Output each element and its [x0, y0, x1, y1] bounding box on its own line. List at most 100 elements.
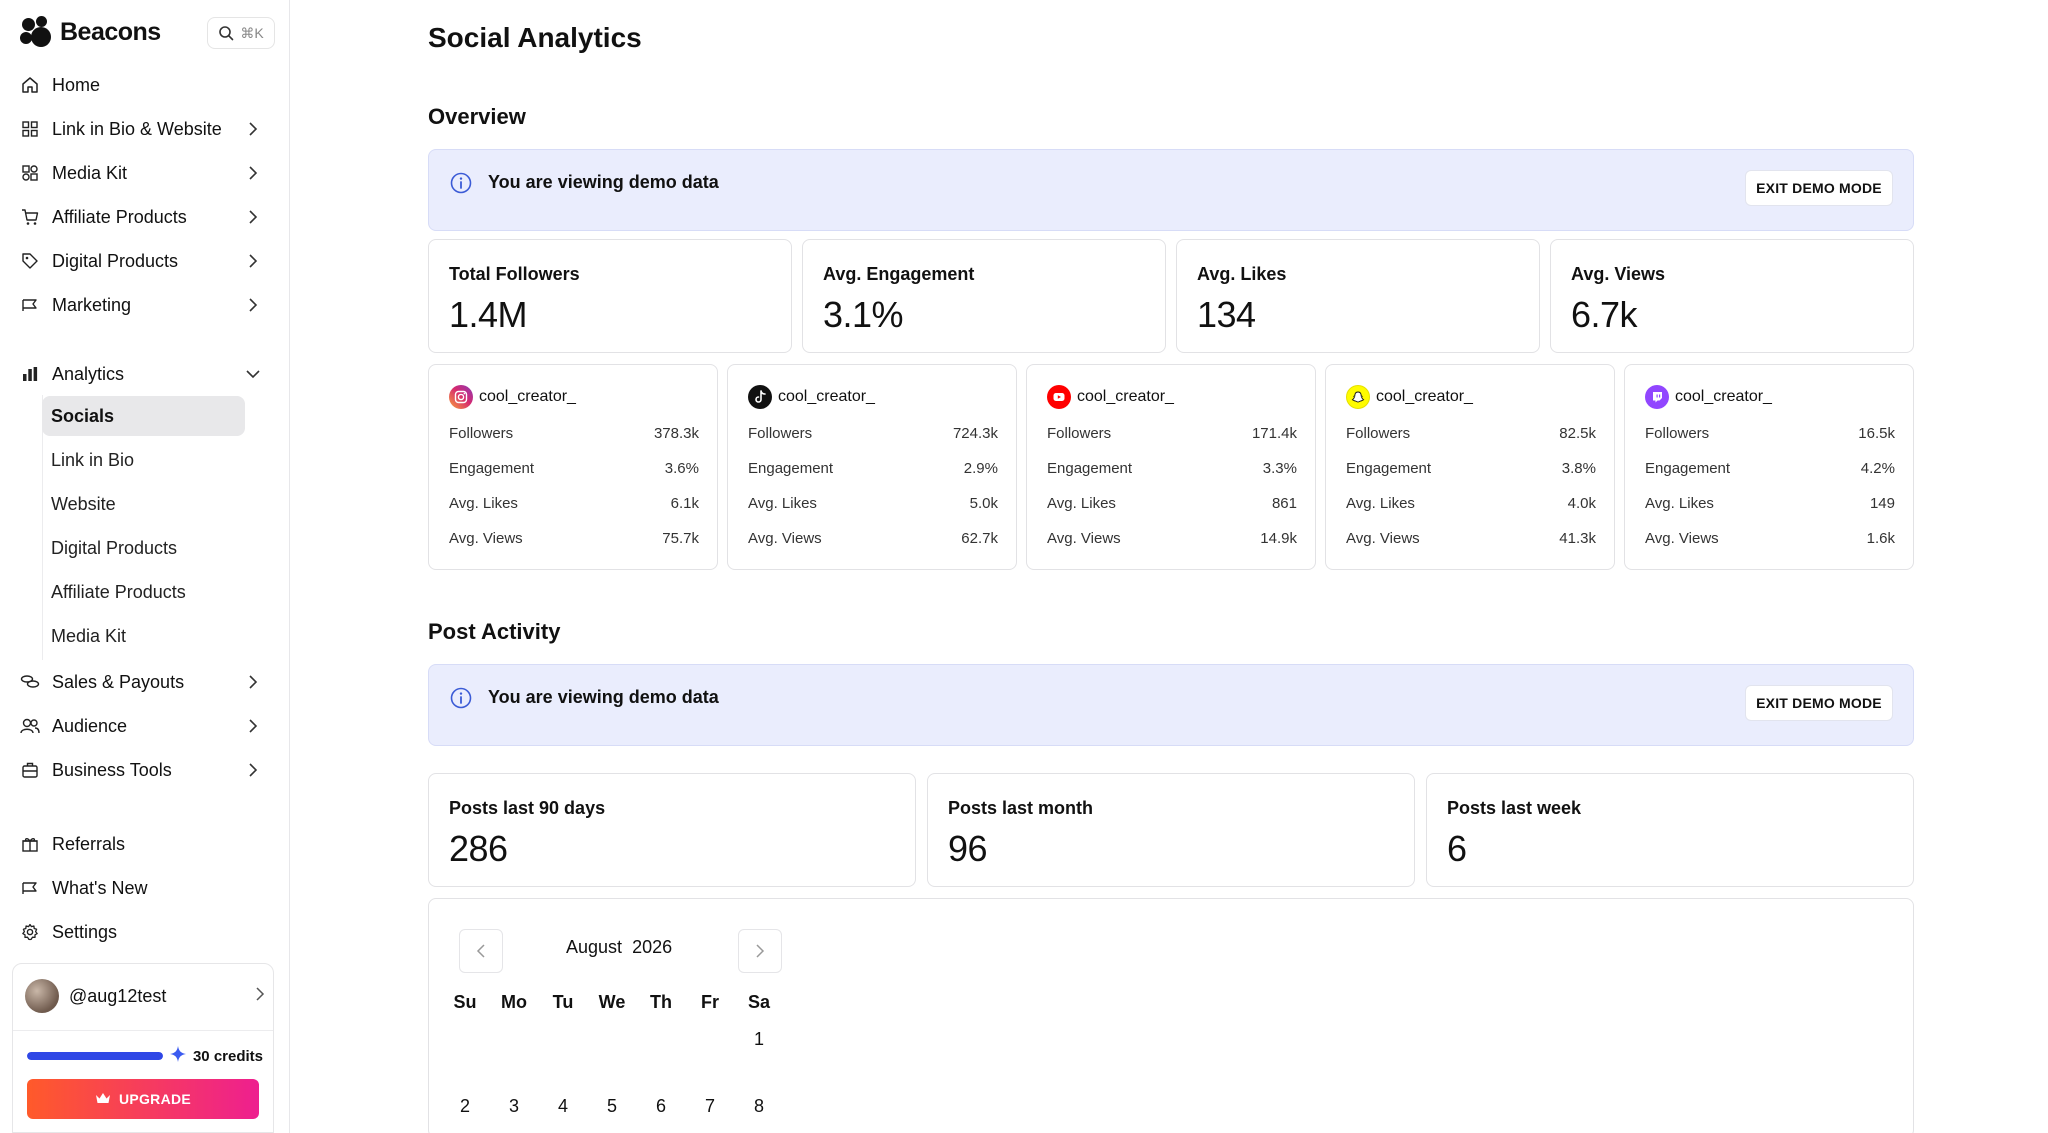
- nav-affiliate-products[interactable]: Affiliate Products: [20, 200, 270, 234]
- calendar-day[interactable]: 1: [753, 1029, 764, 1049]
- brand-name: Beacons: [60, 17, 161, 46]
- user-card: @aug12test 30 credits UPGRADE: [12, 963, 274, 1133]
- metric-value: 82.5k: [1559, 425, 1596, 442]
- info-icon: [450, 172, 472, 194]
- platform-header: cool_creator_: [449, 385, 576, 409]
- nav-business-tools[interactable]: Business Tools: [20, 753, 270, 787]
- credits-count: 30 credits: [192, 1047, 264, 1065]
- brand[interactable]: Beacons: [20, 14, 161, 50]
- beacons-logo-icon: [20, 16, 52, 48]
- platform-card-twitch[interactable]: cool_creator_ Followers 16.5k Engagement 4…: [1624, 364, 1914, 570]
- metric-row: Engagement 3.6%: [449, 460, 699, 477]
- calendar-day[interactable]: 7: [704, 1096, 715, 1116]
- sub-item-link-in-bio[interactable]: Link in Bio: [51, 449, 135, 470]
- gear-icon: [20, 922, 40, 942]
- metric-label: Engagement: [1047, 460, 1133, 477]
- metric-label: Engagement: [748, 460, 834, 477]
- metric-row: Engagement 3.3%: [1047, 460, 1297, 477]
- tiktok-icon: [748, 385, 772, 409]
- metric-label: Avg. Likes: [748, 495, 817, 512]
- metric-label: Avg. Views: [449, 530, 523, 547]
- stat-value: 134: [1197, 294, 1256, 335]
- calendar-day[interactable]: 6: [655, 1096, 666, 1116]
- metric-row: Avg. Likes 6.1k: [449, 495, 699, 512]
- sub-item-affiliate-products[interactable]: Affiliate Products: [51, 581, 186, 602]
- nav-media-kit[interactable]: Media Kit: [20, 156, 270, 190]
- metric-value: 861: [1271, 495, 1297, 512]
- metric-row: Avg. Views 1.6k: [1645, 530, 1895, 547]
- snapchat-icon: [1346, 385, 1370, 409]
- platform-handle: cool_creator_: [1376, 388, 1473, 405]
- metric-value: 6.1k: [670, 495, 699, 512]
- metric-label: Engagement: [1346, 460, 1432, 477]
- metric-label: Followers: [1645, 425, 1710, 442]
- stat-value: 3.1%: [823, 294, 904, 335]
- exit-demo-mode-button[interactable]: EXIT DEMO MODE: [1745, 685, 1893, 721]
- platform-card-youtube[interactable]: cool_creator_ Followers 171.4k Engagement…: [1026, 364, 1316, 570]
- sub-item-media-kit[interactable]: Media Kit: [51, 625, 127, 646]
- sub-item-socials[interactable]: Socials: [42, 396, 245, 436]
- metric-value: 3.3%: [1262, 460, 1297, 477]
- metric-row: Avg. Views 62.7k: [748, 530, 998, 547]
- calendar-day[interactable]: 5: [606, 1096, 617, 1116]
- nav-analytics[interactable]: Analytics: [20, 357, 270, 391]
- platform-card-instagram[interactable]: cool_creator_ Followers 378.3k Engagement…: [428, 364, 718, 570]
- sub-item-digital-products[interactable]: Digital Products: [51, 537, 178, 558]
- next-month-button[interactable]: [738, 929, 782, 973]
- weekday-label: Sa: [747, 992, 771, 1012]
- metric-row: Followers 16.5k: [1645, 425, 1895, 442]
- metric-value: 75.7k: [662, 530, 699, 547]
- credits-progress-fill: [27, 1052, 163, 1060]
- youtube-icon: [1047, 385, 1071, 409]
- nav-audience[interactable]: Audience: [20, 709, 270, 743]
- search-button[interactable]: ⌘K: [207, 17, 275, 49]
- calendar-day[interactable]: 8: [753, 1096, 764, 1116]
- metric-row: Avg. Likes 149: [1645, 495, 1895, 512]
- cart-icon: [20, 207, 40, 227]
- calendar-day[interactable]: 3: [508, 1096, 519, 1116]
- weekday-label: Tu: [552, 992, 574, 1012]
- media-kit-icon: [20, 163, 40, 183]
- coins-icon: [20, 672, 40, 692]
- sub-item-website[interactable]: Website: [51, 493, 116, 514]
- crown-icon: [95, 1091, 111, 1107]
- chevron-right-icon: [756, 944, 765, 958]
- twitch-icon: [1645, 385, 1669, 409]
- nav-marketing[interactable]: Marketing: [20, 288, 270, 322]
- platform-handle: cool_creator_: [1077, 388, 1174, 405]
- chevron-down-icon: [244, 365, 262, 383]
- metric-value: 62.7k: [961, 530, 998, 547]
- prev-month-button[interactable]: [459, 929, 503, 973]
- calendar-day[interactable]: 4: [557, 1096, 568, 1116]
- nav-home[interactable]: Home: [20, 68, 270, 102]
- calendar-day[interactable]: 2: [459, 1096, 470, 1116]
- chevron-right-icon: [244, 296, 262, 314]
- overview-heading: Overview: [428, 104, 526, 129]
- nav-sales-payouts[interactable]: Sales & Payouts: [20, 665, 270, 699]
- metric-value: 3.6%: [664, 460, 699, 477]
- stat-label: Total Followers: [449, 264, 580, 284]
- weekday-label: Fr: [701, 992, 719, 1012]
- metric-label: Followers: [449, 425, 514, 442]
- metric-value: 4.2%: [1860, 460, 1895, 477]
- home-icon: [20, 75, 40, 95]
- platform-header: cool_creator_: [748, 385, 875, 409]
- sparkle-icon: [169, 1045, 187, 1068]
- platform-header: cool_creator_: [1346, 385, 1473, 409]
- upgrade-button[interactable]: UPGRADE: [27, 1079, 259, 1119]
- nav-whats-new[interactable]: What's New: [20, 871, 270, 905]
- user-profile-button[interactable]: @aug12test: [25, 978, 265, 1014]
- info-icon: [450, 687, 472, 709]
- metric-label: Followers: [748, 425, 813, 442]
- metric-value: 5.0k: [969, 495, 998, 512]
- nav-digital-products[interactable]: Digital Products: [20, 244, 270, 278]
- nav-referrals[interactable]: Referrals: [20, 827, 270, 861]
- platform-card-snapchat[interactable]: cool_creator_ Followers 82.5k Engagement 3…: [1325, 364, 1615, 570]
- stat-value: 1.4M: [449, 294, 528, 335]
- platform-card-tiktok[interactable]: cool_creator_ Followers 724.3k Engagement…: [727, 364, 1017, 570]
- credits-progress-bar: [27, 1052, 163, 1060]
- metric-value: 14.9k: [1260, 530, 1297, 547]
- exit-demo-mode-button[interactable]: EXIT DEMO MODE: [1745, 170, 1893, 206]
- nav-link-in-bio-website[interactable]: Link in Bio & Website: [20, 112, 270, 146]
- nav-settings[interactable]: Settings: [20, 915, 270, 949]
